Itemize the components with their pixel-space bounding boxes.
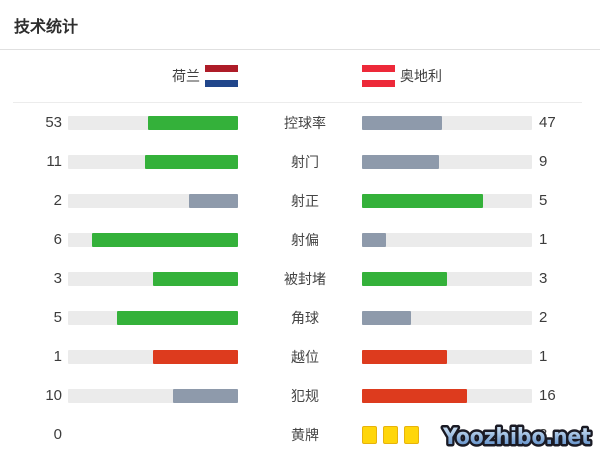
stat-label: 角球 xyxy=(291,309,319,326)
stats-rows: 53 控球率 47 11 射门 9 2 射正 5 6 射偏 xyxy=(0,103,600,454)
team-home: 荷兰 xyxy=(0,65,238,87)
home-value: 0 xyxy=(53,426,62,443)
away-value: 47 xyxy=(539,114,556,131)
home-value: 11 xyxy=(46,153,62,170)
home-bar xyxy=(68,154,238,169)
home-value: 1 xyxy=(53,348,62,365)
team-away: 奥地利 xyxy=(362,65,600,87)
away-bar xyxy=(362,115,532,130)
away-bar-fill xyxy=(362,310,411,325)
home-bar-fill xyxy=(144,154,238,169)
yellow-card-icon xyxy=(362,425,377,444)
page-title: 技术统计 xyxy=(14,19,79,36)
home-bar-fill xyxy=(153,271,238,286)
away-value: 2 xyxy=(539,309,548,326)
stat-row: 6 射偏 1 xyxy=(0,220,600,259)
away-value: 1 xyxy=(539,231,548,248)
stat-label: 被封堵 xyxy=(284,270,326,287)
stat-row: 3 被封堵 3 xyxy=(0,259,600,298)
away-bar-fill xyxy=(362,349,447,364)
stat-label: 犯规 xyxy=(291,387,319,404)
stat-label: 射正 xyxy=(291,192,319,209)
home-value: 5 xyxy=(53,309,62,326)
home-value: 3 xyxy=(53,270,62,287)
away-bar-fill xyxy=(362,232,387,247)
home-value: 2 xyxy=(53,192,62,209)
home-bar-fill xyxy=(172,388,238,403)
away-value: 3 xyxy=(539,426,548,443)
away-bar-fill xyxy=(362,193,484,208)
home-bar-fill xyxy=(153,349,238,364)
home-bar-fill xyxy=(147,115,238,130)
away-bar xyxy=(362,271,532,286)
home-bar xyxy=(68,232,238,247)
team-header: 荷兰 奥地利 xyxy=(0,50,600,102)
away-bar xyxy=(362,232,532,247)
stat-label: 黄牌 xyxy=(291,426,319,443)
home-value: 6 xyxy=(53,231,62,248)
home-value: 53 xyxy=(45,114,62,131)
away-bar xyxy=(362,193,532,208)
stat-row: 5 角球 2 xyxy=(0,298,600,337)
away-bar xyxy=(362,154,532,169)
stat-label: 射偏 xyxy=(291,231,319,248)
stat-label: 控球率 xyxy=(284,114,326,131)
away-bar-fill xyxy=(362,388,467,403)
home-value: 10 xyxy=(45,387,62,404)
away-bar-fill xyxy=(362,271,447,286)
home-bar-fill xyxy=(116,310,238,325)
stat-row: 1 越位 1 xyxy=(0,337,600,376)
yellow-card-icon xyxy=(383,425,398,444)
home-bar xyxy=(68,271,238,286)
away-value: 9 xyxy=(539,153,548,170)
home-bar xyxy=(68,310,238,325)
stat-row: 10 犯规 16 xyxy=(0,376,600,415)
home-bar xyxy=(68,349,238,364)
watermark-text: Yoozhibo.net xyxy=(442,425,591,450)
stat-label: 射门 xyxy=(291,153,319,170)
netherlands-flag-icon xyxy=(205,65,238,87)
home-bar-fill xyxy=(189,193,238,208)
stat-row: 0 黄牌 3 xyxy=(0,415,600,454)
yellow-card-icon xyxy=(404,425,419,444)
stat-label: 越位 xyxy=(291,348,319,365)
title-divider xyxy=(0,49,600,50)
away-value: 3 xyxy=(539,270,548,287)
team-away-name: 奥地利 xyxy=(400,68,442,84)
yellow-cards xyxy=(362,425,532,444)
home-bar xyxy=(68,193,238,208)
stat-row: 2 射正 5 xyxy=(0,181,600,220)
austria-flag-icon xyxy=(362,65,395,87)
away-bar xyxy=(362,349,532,364)
stat-row: 11 射门 9 xyxy=(0,142,600,181)
away-bar-fill xyxy=(362,154,439,169)
away-value: 5 xyxy=(539,192,548,209)
home-bar xyxy=(68,388,238,403)
watermark: Yoozhibo.net xyxy=(440,423,594,453)
away-bar xyxy=(362,388,532,403)
away-bar-fill xyxy=(362,115,442,130)
away-value: 16 xyxy=(539,387,556,404)
away-value: 1 xyxy=(539,348,548,365)
stat-row: 53 控球率 47 xyxy=(0,103,600,142)
header-divider xyxy=(13,102,582,103)
away-bar xyxy=(362,310,532,325)
team-home-name: 荷兰 xyxy=(172,68,200,84)
home-bar xyxy=(68,115,238,130)
home-bar-fill xyxy=(92,232,238,247)
